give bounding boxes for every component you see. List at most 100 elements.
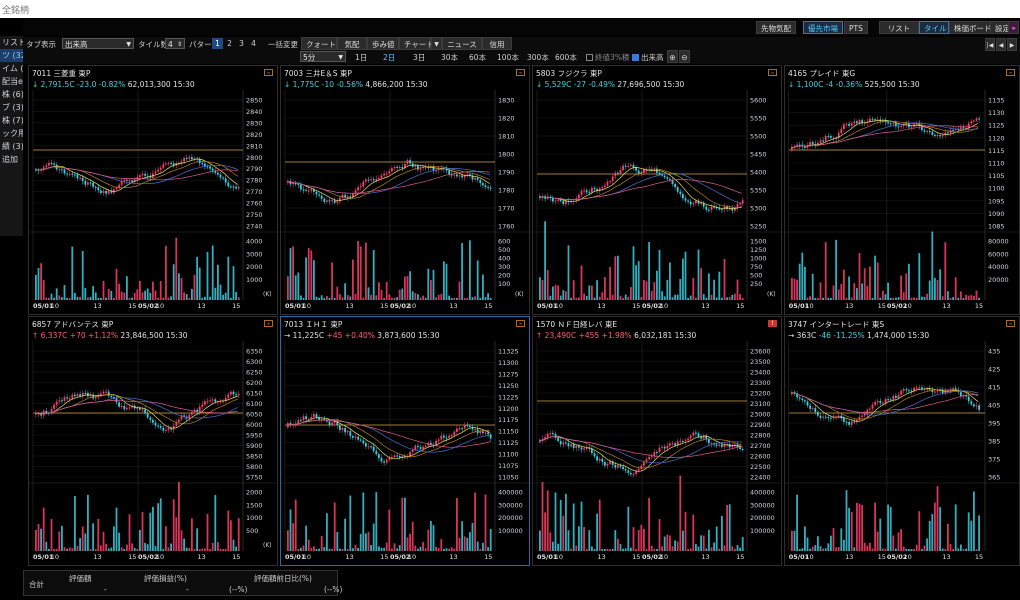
sidebar-item[interactable]: イム (6) <box>2 64 23 73</box>
sidebar-item[interactable]: ック用 ( <box>2 129 23 138</box>
price-volume-chart[interactable]: 2850284028302820281028002790278027702760… <box>29 90 277 312</box>
pattern-3-button[interactable]: 3 <box>239 39 244 48</box>
pattern-4-button[interactable]: 4 <box>251 39 256 48</box>
moving-average-line <box>790 392 979 413</box>
volume-label: 出来高 <box>641 53 664 62</box>
list-view-button[interactable]: リスト <box>879 21 919 34</box>
sidebar-item[interactable]: 配当etf <box>2 77 23 86</box>
quote-button[interactable]: クォート <box>301 37 337 50</box>
chart-panel[interactable]: 5803 フジクラ 東P ≡ ↓ 5,529C -27 -0.49% 27,696,… <box>532 65 782 315</box>
pattern-1-button[interactable]: 1 <box>212 38 223 49</box>
next-page-icon[interactable]: ▶ <box>1007 38 1017 51</box>
link-icon[interactable]: ⚭ <box>1008 21 1019 34</box>
sidebar-item-active[interactable]: ツ (32) <box>0 49 23 62</box>
volume-bar <box>346 294 349 300</box>
chart-panel[interactable]: 3747 インタートレード 東S ≡ → 363C -46 -11.25% 1,47… <box>784 316 1020 566</box>
menu-icon[interactable]: ≡ <box>264 320 273 327</box>
volume-bar <box>474 492 476 551</box>
chart-panel[interactable]: 4165 プレイド 東G ≡ ↓ 1,100C -4 -0.36% 525,500 … <box>784 65 1020 315</box>
sidebar-item-add[interactable]: 追加 <box>2 155 18 164</box>
volume-bar <box>92 286 94 300</box>
period-2d[interactable]: 2日 <box>383 53 396 62</box>
menu-icon[interactable]: ≡ <box>264 69 273 76</box>
period-600[interactable]: 600本 <box>555 53 577 62</box>
chart-dropdown-icon[interactable]: ▼ <box>431 37 442 50</box>
priority-market-button[interactable]: 優先市場 <box>803 21 843 34</box>
candle <box>559 440 562 445</box>
sidebar-item-list[interactable]: リスト <box>2 38 23 47</box>
closing-3pct-toggle[interactable]: 終値3%積 <box>586 52 629 63</box>
period-1d[interactable]: 1日 <box>355 53 368 62</box>
menu-icon[interactable]: ≡ <box>768 69 777 76</box>
candle <box>718 207 721 210</box>
first-page-icon[interactable]: |◀ <box>985 38 995 51</box>
volume-bar <box>144 290 146 300</box>
candle <box>139 175 141 178</box>
board-button[interactable]: 気配 <box>337 37 367 50</box>
period-3d[interactable]: 3日 <box>413 53 426 62</box>
price-volume-chart[interactable]: 6350630062506200615061006050600059505900… <box>29 341 277 563</box>
menu-icon[interactable]: ≡ <box>1006 320 1015 327</box>
price-volume-chart[interactable]: 2360023500234002330023200231002300022900… <box>533 341 781 563</box>
tile-count-stepper[interactable]: 4 ⇕ <box>165 38 185 49</box>
chart-panel-selected[interactable]: 7013 ＩＨＩ 東P ≡ → 11,225C +45 +0.40% 3,873,6… <box>280 316 530 566</box>
price-volume-chart[interactable]: 1830182018101800179017801770176060050040… <box>281 90 529 312</box>
zoom-out-icon[interactable]: ⊖ <box>679 50 690 63</box>
candle <box>385 459 388 463</box>
news-button[interactable]: ニュース <box>442 37 482 50</box>
chart-panel[interactable]: 7003 三井E＆S 東P ≡ ↓ 1,775C -10 -0.56% 4,866,… <box>280 65 530 315</box>
menu-icon[interactable]: ≡ <box>516 69 525 76</box>
candle <box>713 206 715 208</box>
candle <box>479 179 482 184</box>
price-volume-chart[interactable]: 1135113011251120111511101105110010951090… <box>785 90 1019 312</box>
candle <box>902 389 905 391</box>
period-300[interactable]: 300本 <box>527 53 549 62</box>
volume-bar <box>191 518 193 551</box>
price-tick-label: 1120 <box>988 134 1005 142</box>
chart-panel[interactable]: 6857 アドバンテス 東P ≡ ↑ 6,337C +70 +1.12% 23,84… <box>28 316 278 566</box>
menu-icon[interactable]: ≡ <box>1006 69 1015 76</box>
zoom-in-icon[interactable]: ⊕ <box>667 50 678 63</box>
sidebar-item[interactable]: 績 (3) <box>2 142 23 151</box>
period-100[interactable]: 100本 <box>497 53 519 62</box>
volume-toggle[interactable]: 出来高 <box>632 52 664 63</box>
sidebar-item[interactable]: 株 (7) <box>2 116 23 125</box>
pattern-2-button[interactable]: 2 <box>227 39 232 48</box>
candle <box>367 446 370 448</box>
candle <box>617 465 619 468</box>
volume-bar <box>307 539 310 551</box>
chart-panel[interactable]: 7011 三菱重 東P ≡ ↓ 2,791.5C -23.0 -0.82% 62,0… <box>28 65 278 315</box>
candle <box>144 409 146 414</box>
volume-bar <box>591 546 593 551</box>
chart-button[interactable]: チャート <box>399 37 434 50</box>
alert-icon[interactable]: ! <box>768 320 777 327</box>
volume-bar <box>658 249 661 300</box>
margin-button[interactable]: 信用 <box>482 37 512 50</box>
interval-select[interactable]: 5分 ▼ <box>300 51 346 62</box>
volume-bar <box>666 279 669 300</box>
sidebar-item[interactable]: ブ (3) <box>2 103 23 112</box>
price-volume-chart[interactable]: 1132511300112751125011225112001117511150… <box>281 341 529 563</box>
period-30[interactable]: 30本 <box>441 53 459 62</box>
candle <box>695 200 697 204</box>
tile-view-button[interactable]: タイル <box>919 21 949 34</box>
futures-quote-button[interactable]: 先物気配 <box>756 21 796 34</box>
chart-panel[interactable]: 1570 ＮＦ日経レバ 東E! ↑ 23,490C +455 +1.98% 6,0… <box>532 316 782 566</box>
ticks-button[interactable]: 歩み値 <box>367 37 399 50</box>
tab-display-select[interactable]: 出来高 ▼ <box>62 38 134 49</box>
period-60[interactable]: 60本 <box>469 53 487 62</box>
candle <box>217 172 219 175</box>
prev-page-icon[interactable]: ◀ <box>996 38 1006 51</box>
candle <box>307 418 310 420</box>
candle <box>814 408 817 413</box>
sidebar-item[interactable]: 株 (6) <box>2 90 23 99</box>
candle <box>328 421 331 426</box>
volume-bar <box>944 242 947 300</box>
volume-bar <box>640 524 643 551</box>
menu-icon[interactable]: ≡ <box>516 320 525 327</box>
moving-average-line <box>286 419 490 448</box>
candle <box>611 461 614 465</box>
price-volume-chart[interactable]: 5600555055005450540053505300525015001250… <box>533 90 781 312</box>
pts-button[interactable]: PTS <box>844 21 868 34</box>
